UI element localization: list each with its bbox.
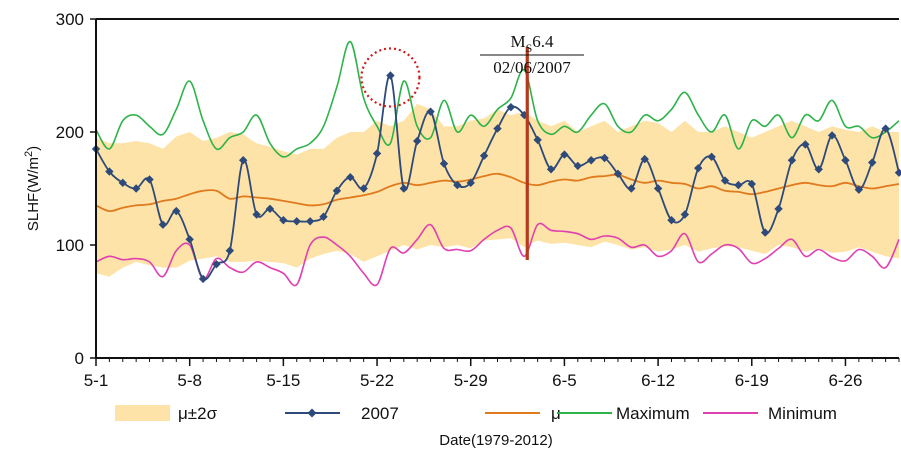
x-tick-label: 5-15 [266,371,300,390]
series-2007-point [894,168,901,177]
series-2007-point [868,158,877,167]
series-2007-point [760,228,770,237]
legend-label-band: μ±2σ [178,404,218,423]
series-2007-point [172,206,181,216]
series-2007-point [881,124,890,133]
series-mean-line [95,172,900,213]
series-2007-point [158,220,168,229]
event-annotation: MS6.4 02/06/2007 [480,32,584,77]
series-2007-point [841,156,850,165]
series-2007-point [346,173,355,182]
y-tick-label: 0 [75,349,84,368]
series-2007-point [145,175,154,184]
series-2007-point [479,151,489,160]
series-2007-point [305,217,315,226]
series-2007-point [399,184,409,193]
x-tick-label: 6-19 [735,371,769,390]
series-2007-point [332,186,342,195]
series-2007-point [653,184,663,193]
series-2007-point [426,107,435,116]
series-2007-point [720,176,730,185]
series-2007-point [319,212,328,221]
series-2007-point [413,136,422,146]
legend-label-minimum: Minimum [768,404,837,423]
series-2007-point [694,163,703,173]
legend-label-y2007: 2007 [361,404,399,423]
series-2007-point [680,210,690,219]
series-2007-point [439,159,449,168]
series-2007-point [105,167,114,176]
x-tick-label: 6-12 [641,371,675,390]
series-2007-point [466,178,475,188]
legend-label-mean: μ [551,404,561,423]
x-tick-label: 6-5 [552,371,577,390]
y-tick-label: 300 [56,10,84,29]
legend-marker-2007 [307,408,317,418]
series-2007-point [372,149,382,158]
series-2007-point [506,102,516,112]
series-2007-point [520,110,529,120]
legend-label-maximum: Maximum [616,404,690,423]
series-2007-point [533,135,542,145]
magnitude-prefix: M [510,32,525,51]
series-2007-point [239,156,248,165]
series-2007-point [118,178,127,188]
series-2007-point [560,150,569,159]
series-2007-point [667,215,676,225]
band-mu-2sigma [96,103,899,277]
series-2007-point [613,169,623,179]
series-2007-point [453,180,462,190]
series-2007-point [586,156,596,165]
series-2007-point [131,184,141,193]
legend-swatch-band [115,405,170,421]
x-axis-title: Date(1979-2012) [439,432,552,449]
series-2007-point [600,153,609,163]
y-tick-label: 200 [56,123,84,142]
x-tick-label: 5-29 [454,371,488,390]
series-2007-point [493,124,502,133]
series-2007-point [185,235,194,244]
plot-area [91,40,901,287]
series-2007-point [198,274,208,284]
series-2007-point [854,185,864,194]
series-2007-point [707,152,716,162]
series-2007-point [734,180,743,190]
highlight-circle [360,47,421,108]
axes: 0 100 200 300 5-1 5-8 5-15 5-22 5-29 6-5 6-12 6-19 6… [56,10,900,390]
series-maximum-line [95,40,900,158]
series-2007-point [787,156,797,165]
series-2007-point [747,179,756,189]
series-2007-point [279,215,288,225]
series-2007-point [359,184,368,193]
series-2007-point [640,154,649,164]
series-2007-point [265,204,275,214]
series-2007-point [252,210,261,219]
series-2007-point [225,246,235,255]
x-tick-label: 5-8 [177,371,202,390]
series-2007-point [573,161,582,171]
event-date-label: 02/06/2007 [493,58,571,77]
series-2007-point [212,260,221,269]
x-tick-label: 5-1 [84,371,109,390]
legend: μ±2σ 2007 μ Maximum Minimum [115,404,837,423]
series-2007-point [814,165,823,174]
series-2007-point [386,71,395,80]
y-axis-title: SLHF(W/m2) [23,146,42,231]
series-2007-point [827,131,837,140]
series-2007-point [627,184,636,193]
x-tick-label: 6-26 [828,371,862,390]
magnitude-value: 6.4 [532,32,554,51]
event-magnitude-label: MS6.4 [510,32,554,55]
series-2007-point [546,165,556,174]
series-2007-point [801,140,810,149]
series-2007-point [292,217,301,226]
magnitude-subscript: S [526,41,533,55]
x-tick-label: 5-22 [360,371,394,390]
series-minimum-line [95,222,900,287]
y-tick-label: 100 [56,236,84,255]
series-2007-point [774,204,783,214]
